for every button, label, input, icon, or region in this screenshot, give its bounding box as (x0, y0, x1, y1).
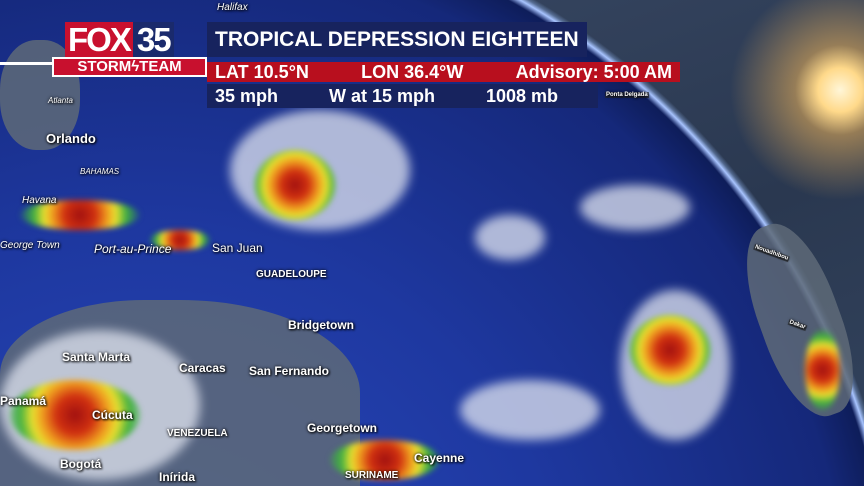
map-label-port-au-prince: Port-au-Prince (94, 242, 172, 256)
storm-cell (150, 230, 210, 250)
map-label-cucuta: Cúcuta (92, 408, 133, 422)
map-label-caracas: Caracas (179, 361, 226, 375)
cloud (580, 185, 690, 230)
map-label-georgetown: Georgetown (307, 421, 378, 435)
map-label-atlanta: Atlanta (48, 96, 73, 105)
lightning-icon: ϟ (131, 58, 140, 75)
map-label-orlando: Orlando (46, 131, 96, 146)
land-africa (728, 212, 864, 428)
cloud (475, 215, 545, 260)
station-logo: FOX 35 (65, 22, 174, 57)
map-label-bahamas: BAHAMAS (80, 167, 120, 176)
wind-speed: 35 mph (215, 86, 279, 106)
map-label-cayenne: Cayenne (414, 451, 465, 465)
cloud (460, 380, 600, 440)
map-label-panama: Panamá (0, 394, 47, 408)
storm-cell (805, 330, 840, 410)
advisory-time: Advisory: 5:00 AM (515, 62, 672, 82)
map-label-san-juan: San Juan (212, 241, 263, 255)
logo-fox: FOX (65, 22, 133, 57)
storm-cell (330, 440, 440, 480)
longitude: LON 36.4°W (361, 62, 464, 82)
map-label-halifax: Halifax (217, 2, 248, 13)
storm-cell (20, 200, 140, 230)
map-label-guadeloupe: GUADELOUPE (256, 269, 327, 280)
storm-team-badge: STORMϟTEAM (52, 57, 207, 77)
pressure: 1008 mb (485, 86, 558, 106)
map-label-ponta-delgada: Ponta Delgada (605, 92, 649, 98)
map-label-santa-marta: Santa Marta (62, 350, 131, 364)
map-label-george-town: George Town (0, 240, 60, 251)
latitude: LAT 10.5°N (215, 62, 309, 82)
conditions-bar: 35 mph W at 15 mph 1008 mb (207, 84, 598, 108)
storm-title: TROPICAL DEPRESSION EIGHTEEN (207, 22, 587, 57)
map-label-suriname: SURINAME (345, 470, 399, 481)
logo-channel: 35 (132, 22, 174, 57)
map-label-bridgetown: Bridgetown (288, 318, 354, 332)
tropical-depression-cell (630, 315, 710, 385)
map-label-venezuela: VENEZUELA (167, 428, 228, 439)
team-word-team: TEAM (139, 58, 182, 75)
map-label-bogota: Bogotá (60, 457, 102, 471)
movement: W at 15 mph (328, 86, 435, 106)
divider-line (0, 62, 52, 65)
map-label-havana: Havana (22, 195, 57, 206)
storm-cell (10, 380, 140, 450)
team-word-storm: STORM (77, 58, 132, 75)
position-bar: LAT 10.5°N LON 36.4°W Advisory: 5:00 AM (207, 62, 680, 82)
storm-cell (255, 150, 335, 220)
map-label-inirida: Inírida (159, 470, 196, 484)
map-label-san-fernando: San Fernando (249, 364, 330, 378)
